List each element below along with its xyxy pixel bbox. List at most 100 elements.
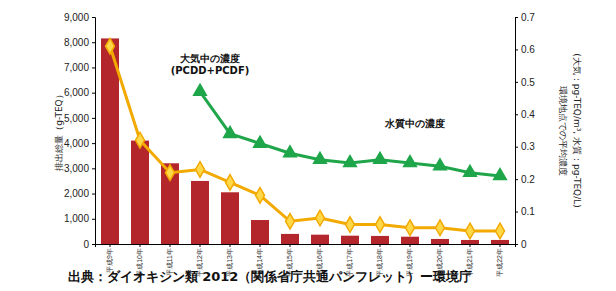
plot-area: 01,0002,0003,0004,0005,0006,0007,0008,00…	[64, 12, 535, 277]
bar	[131, 141, 149, 244]
y2-tick-mark	[515, 114, 518, 115]
marker	[286, 214, 295, 230]
y-tick: 5,000	[64, 113, 95, 124]
x-tick-mark	[380, 244, 381, 247]
y-tick-mark	[92, 168, 95, 169]
y-tick: 8,000	[64, 37, 95, 48]
y2-tick: 0.7	[515, 12, 535, 23]
x-tick-mark	[500, 244, 501, 247]
y2-tick: 0.2	[515, 174, 535, 185]
y2-tick-mark	[515, 82, 518, 83]
y-tick-mark	[92, 219, 95, 220]
y2-tick: 0.6	[515, 44, 535, 55]
marker	[374, 152, 387, 163]
y-tick: 9,000	[64, 12, 95, 23]
y2-tick-label: 0.7	[521, 12, 535, 23]
y2-tick-label: 0.2	[521, 174, 535, 185]
y-tick: 3,000	[64, 163, 95, 174]
source: 出典：ダイオキシン類 2012（関係省庁共通パンフレット）ー環境庁	[68, 269, 473, 284]
marker	[346, 217, 355, 233]
y-axis: 01,0002,0003,0004,0005,0006,0007,0008,00…	[64, 12, 96, 250]
x-tick: 平成22年	[496, 244, 503, 277]
marker	[494, 169, 507, 180]
marker	[256, 188, 265, 204]
y2-axis: 0 0.1 0.2 0.3 0.4 0.5 0.6 0.7	[515, 12, 535, 250]
y-tick: 7,000	[64, 62, 95, 73]
y-tick-label: 8,000	[64, 37, 89, 48]
y-tick: 4,000	[64, 138, 95, 149]
x-tick-mark	[260, 244, 261, 247]
bar	[431, 239, 449, 244]
marker	[344, 156, 357, 167]
bar	[281, 234, 299, 244]
y2-tick: 0	[515, 239, 527, 250]
y-tick-label: 0	[83, 239, 89, 250]
y-tick-label: 7,000	[64, 62, 89, 73]
y2-tick-label: 0.3	[521, 141, 535, 152]
marker	[466, 223, 475, 239]
y2-tick-label: 0.5	[521, 77, 535, 88]
y-tick-mark	[92, 42, 95, 43]
marker	[224, 126, 237, 137]
marker	[406, 220, 415, 236]
marker	[284, 146, 297, 157]
line	[200, 92, 500, 176]
bar	[251, 220, 269, 244]
bar	[161, 163, 179, 244]
y-tick-label: 6,000	[64, 87, 89, 98]
bar	[371, 236, 389, 244]
y-tick-label: 5,000	[64, 113, 89, 124]
y-tick-label: 3,000	[64, 163, 89, 174]
series-label: 大気中の濃度(PCDD+PCDF)	[171, 53, 250, 76]
y-tick: 6,000	[64, 87, 95, 98]
bar	[461, 240, 479, 244]
x-tick-mark	[140, 244, 141, 247]
bar	[221, 192, 239, 244]
x-tick-mark	[200, 244, 201, 247]
y-axis-line	[92, 18, 96, 245]
y2-axis-line	[516, 18, 519, 245]
y2-tick-mark	[515, 212, 518, 213]
marker	[136, 132, 145, 148]
y2-tick: 0.4	[515, 109, 535, 120]
x-tick-mark	[110, 244, 111, 247]
y2-tick-label: 0.4	[521, 109, 535, 120]
x-tick-label: 平成22年	[496, 248, 503, 277]
marker	[166, 165, 175, 181]
x-tick-mark	[230, 244, 231, 247]
marker	[196, 162, 205, 178]
bar	[401, 237, 419, 244]
y2-tick-mark	[515, 49, 518, 50]
y-tick-label: 4,000	[64, 138, 89, 149]
y-tick: 0	[83, 239, 95, 250]
y2-tick: 0.5	[515, 77, 535, 88]
y-tick-label: 9,000	[64, 12, 89, 23]
y2-tick: 0.1	[515, 206, 535, 217]
marker	[496, 223, 505, 239]
y-tick: 2,000	[64, 188, 95, 199]
y2-tick-label: 0	[521, 239, 527, 250]
marker	[464, 165, 477, 176]
marker	[226, 175, 235, 191]
y-tick-mark	[92, 17, 95, 18]
y2-tick-label: 0.6	[521, 44, 535, 55]
y2-tick: 0.3	[515, 141, 535, 152]
x-tick-mark	[350, 244, 351, 247]
x-axis-line	[96, 245, 516, 248]
bar	[191, 181, 209, 244]
x-tick-mark	[170, 244, 171, 247]
y-tick-label: 2,000	[64, 188, 89, 199]
y-tick-mark	[92, 67, 95, 68]
y2-axis-title: (大気：pg-TEQ/m³, 水質：pg-TEQ/L)	[572, 53, 582, 207]
marker	[254, 136, 267, 147]
line	[110, 46, 500, 231]
y2-tick-label: 0.1	[521, 206, 535, 217]
marker	[404, 156, 417, 167]
x-tick-mark	[410, 244, 411, 247]
marker	[316, 210, 325, 226]
y2-tick-mark	[515, 147, 518, 148]
marker	[434, 159, 447, 170]
x-tick-mark	[470, 244, 471, 247]
x-tick-mark	[290, 244, 291, 247]
marker	[194, 84, 207, 95]
